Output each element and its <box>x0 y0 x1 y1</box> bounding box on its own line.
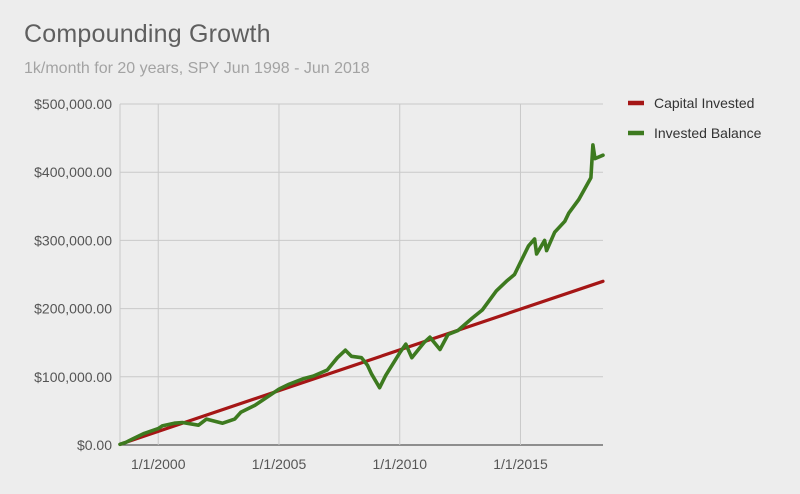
y-tick-label: $300,000.00 <box>34 232 112 248</box>
y-tick-label: $400,000.00 <box>34 164 112 180</box>
chart-subtitle: 1k/month for 20 years, SPY Jun 1998 - Ju… <box>24 60 370 77</box>
legend-label: Invested Balance <box>654 125 762 141</box>
y-tick-label: $500,000.00 <box>34 96 112 112</box>
grid-lines <box>119 103 603 446</box>
series-lines <box>118 143 605 447</box>
axis-labels: $0.00 $100,000.00 $200,000.00 $300,000.00 $4… <box>34 96 548 472</box>
legend-label: Capital Invested <box>654 95 754 111</box>
x-tick-label: 1/1/2000 <box>131 456 186 472</box>
chart-title: Compounding Growth <box>24 20 271 48</box>
y-tick-label: $0.00 <box>77 437 112 453</box>
x-tick-label: 1/1/2010 <box>372 456 427 472</box>
series-line-invested-balance <box>118 143 605 447</box>
x-tick-label: 1/1/2015 <box>493 456 548 472</box>
y-tick-label: $200,000.00 <box>34 301 112 317</box>
y-tick-label: $100,000.00 <box>34 369 112 385</box>
series-line-capital-invested <box>118 279 605 446</box>
legend: Capital Invested Invested Balance <box>628 95 762 141</box>
x-tick-label: 1/1/2005 <box>252 456 307 472</box>
